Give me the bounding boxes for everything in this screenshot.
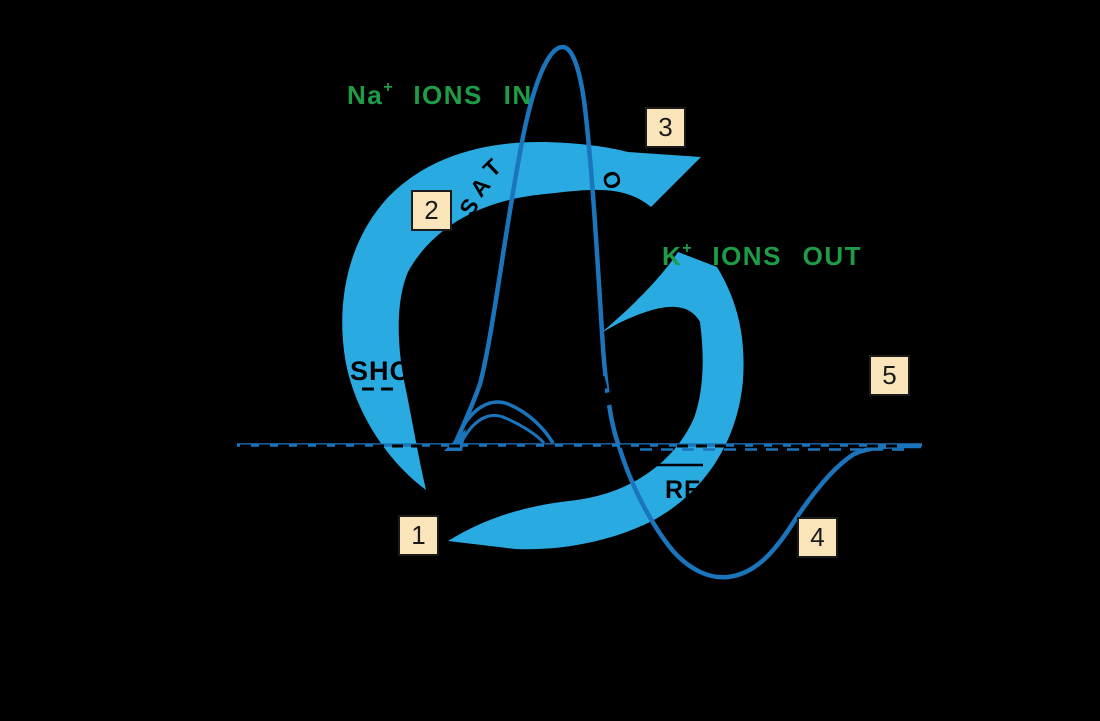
stimulus-arcs-inner xyxy=(459,413,546,445)
depolarisation-text-fragment-letter: L xyxy=(605,195,635,215)
stage-box-5: 5 xyxy=(869,355,910,396)
k-direction: IONS OUT xyxy=(712,241,863,271)
na-ions-label: Na+ IONS IN xyxy=(347,79,533,111)
curve-gap-dash xyxy=(597,376,608,390)
stimulus-arcs xyxy=(453,400,555,444)
stage-number: 5 xyxy=(882,360,897,390)
stage-box-1: 1 xyxy=(398,515,439,556)
stage-box-2: 2 xyxy=(411,190,452,231)
stage-number: 3 xyxy=(658,112,673,142)
threshold-text-fragment: SHO xyxy=(350,356,412,386)
plus-superscript: + xyxy=(682,240,692,258)
k-ions-label: K+ IONS OUT xyxy=(662,240,863,272)
na-symbol: Na xyxy=(347,80,384,110)
stage-number: 1 xyxy=(411,520,426,550)
k-symbol: K xyxy=(662,241,683,271)
membrane-potential-trace xyxy=(452,44,921,580)
plus-superscript: + xyxy=(383,79,393,97)
stage-number: 2 xyxy=(424,195,439,225)
depolarisation-arrow xyxy=(342,141,701,490)
curve-gap-dash xyxy=(792,488,805,504)
resting-text-fragment: RE xyxy=(665,476,702,504)
curve-gap-dash xyxy=(781,500,794,516)
stage-box-4: 4 xyxy=(797,517,838,558)
stage-number: 4 xyxy=(810,522,825,552)
stimulus-arrowhead xyxy=(444,429,466,451)
stage-box-3: 3 xyxy=(645,107,686,148)
curve-gap-dash xyxy=(602,392,613,406)
na-direction: IONS IN xyxy=(413,80,533,110)
repolarisation-arrow xyxy=(448,252,744,550)
repolarisation-text-fragment xyxy=(636,276,648,292)
